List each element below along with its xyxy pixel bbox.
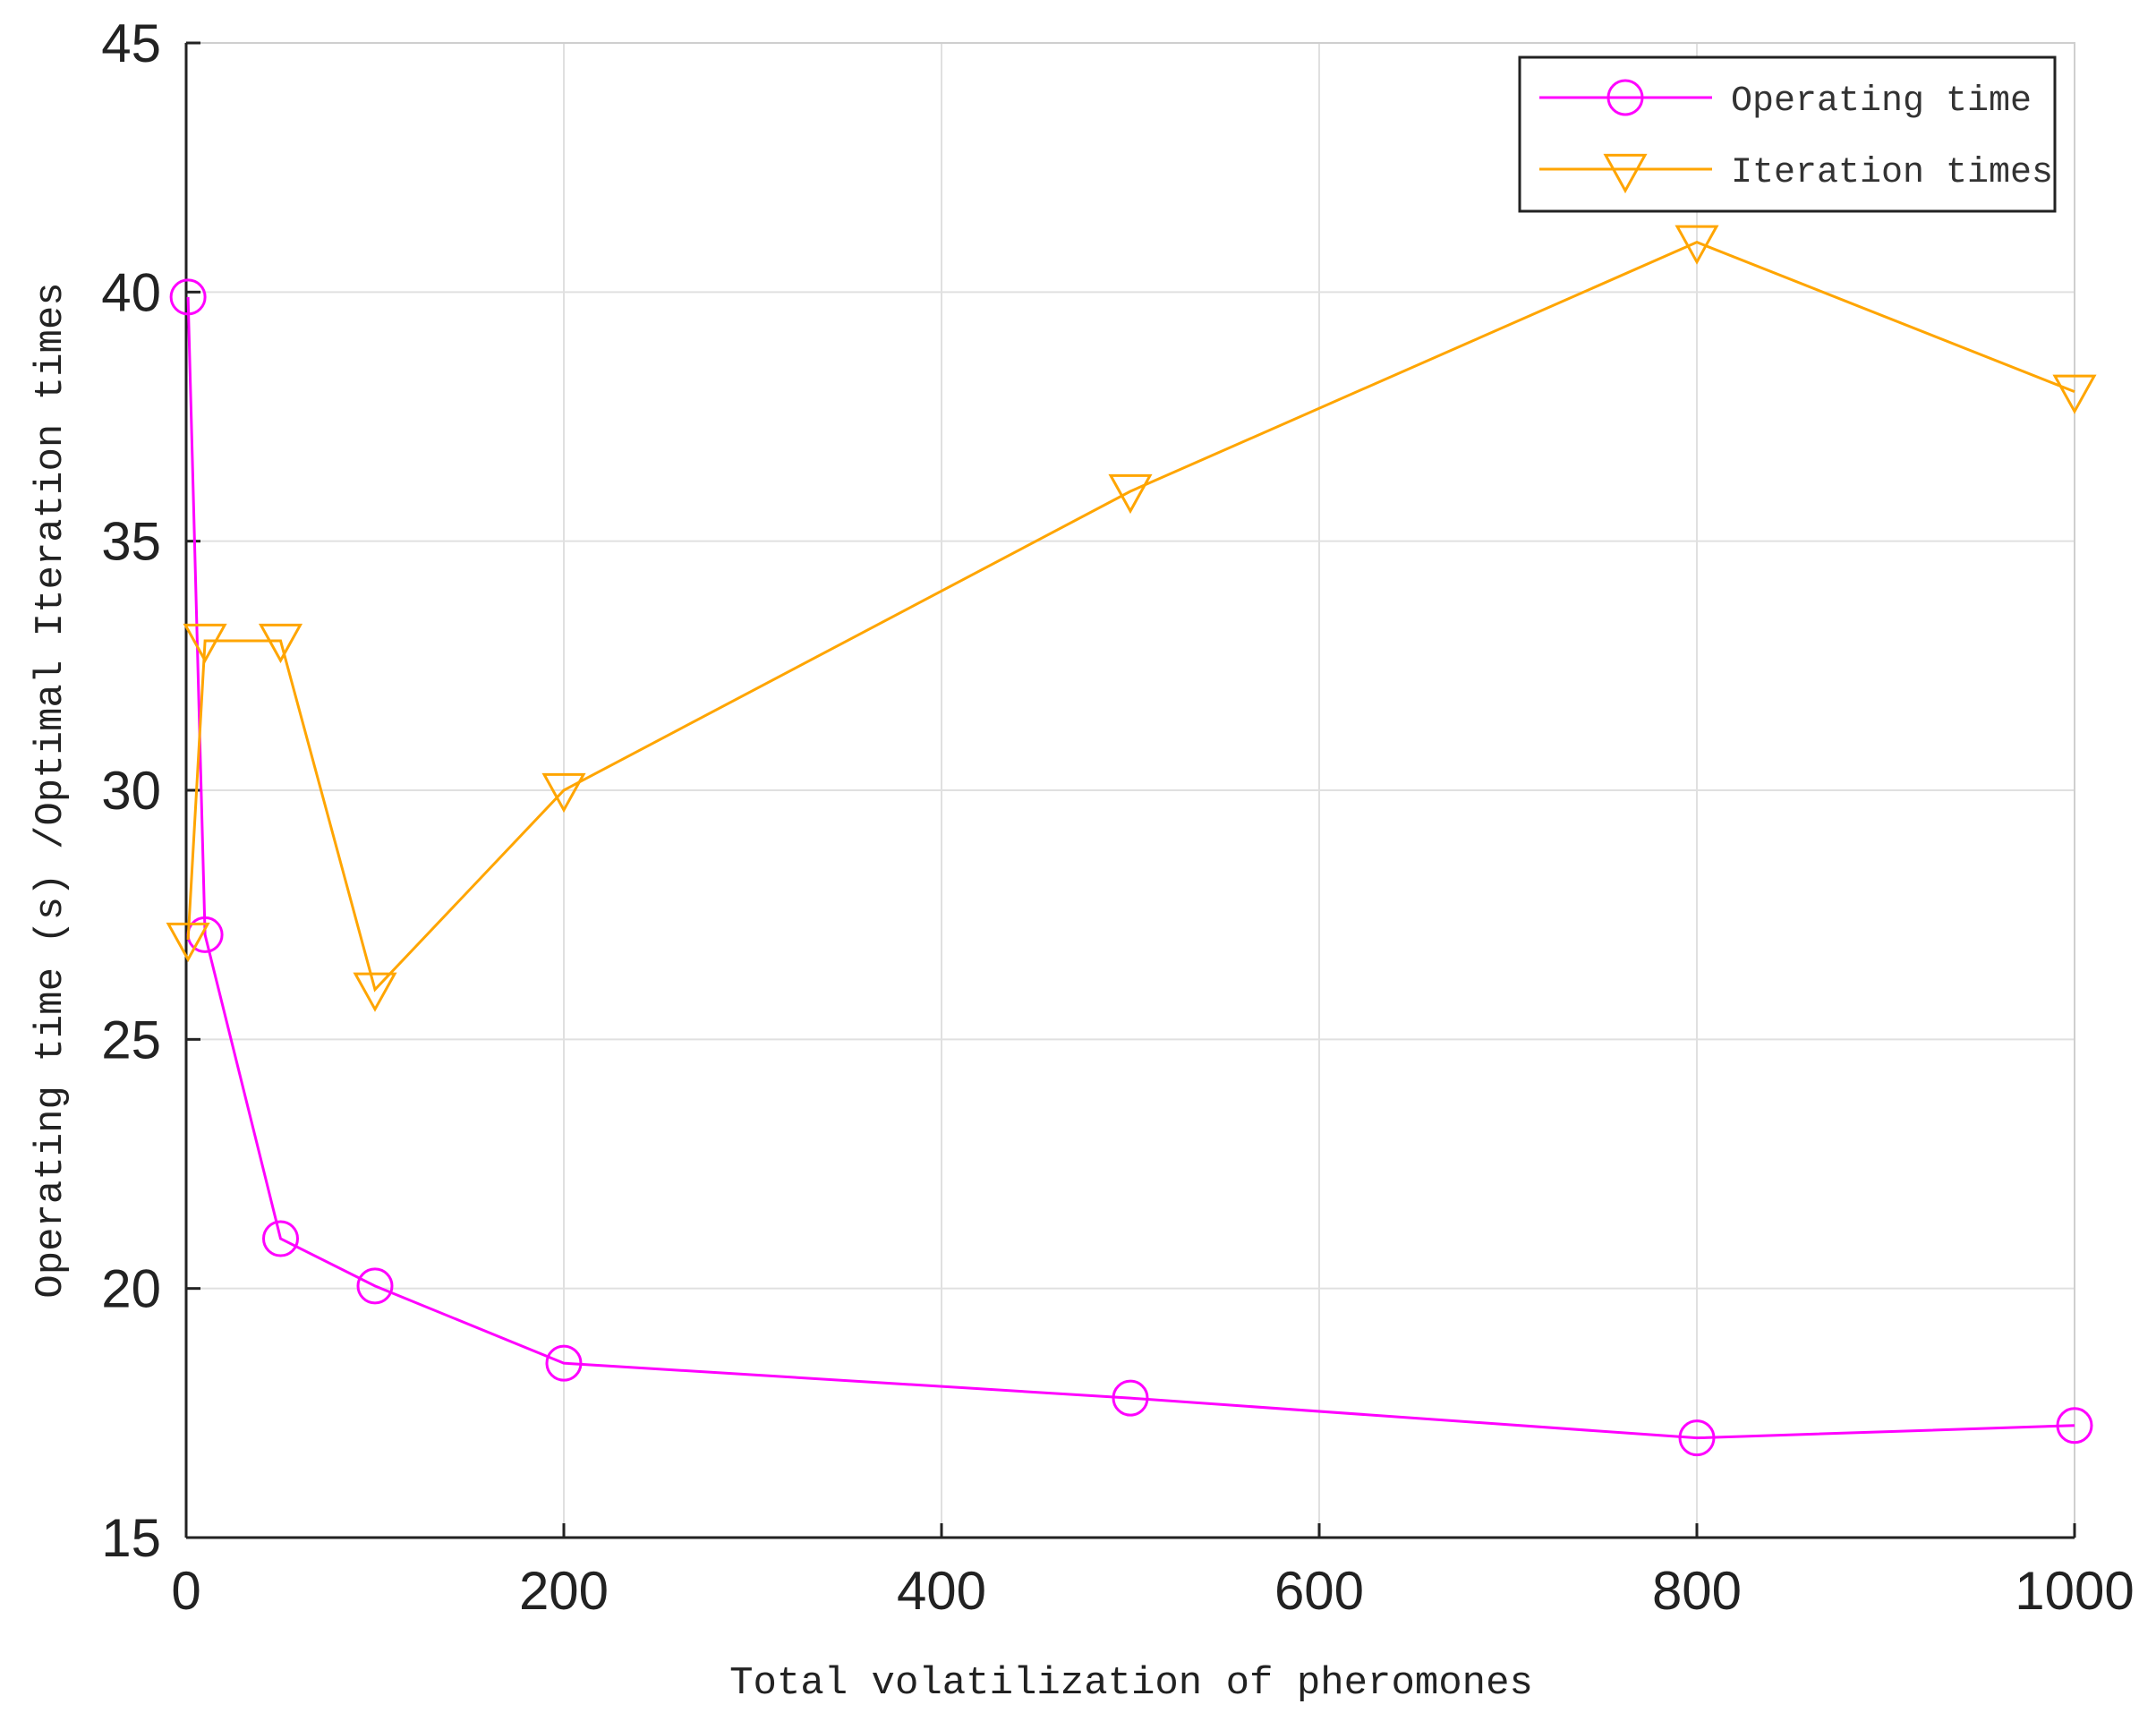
y-tick-label: 25 — [101, 1010, 161, 1070]
y-tick-label: 40 — [101, 262, 161, 322]
legend-marker-iteration-times — [1603, 153, 1648, 194]
data-point-operating-time — [169, 278, 207, 316]
data-point-operating-time — [1112, 1379, 1149, 1417]
series-layer — [166, 225, 2097, 1457]
legend-box — [1518, 55, 2057, 213]
series-iteration-times — [166, 225, 2097, 1012]
data-point-iteration-times — [541, 772, 586, 814]
legend-marker-operating-time — [1606, 79, 1644, 116]
data-point-iteration-times — [2052, 374, 2097, 414]
y-tick-label: 30 — [101, 761, 161, 821]
data-point-iteration-times — [183, 623, 227, 664]
data-point-operating-time — [262, 1220, 299, 1257]
data-point-operating-time — [1678, 1419, 1716, 1457]
x-tick-label: 0 — [171, 1561, 200, 1621]
y-tick-label: 15 — [101, 1508, 161, 1568]
data-point-iteration-times — [353, 972, 397, 1012]
x-tick-label: 600 — [1274, 1561, 1364, 1621]
data-point-operating-time — [356, 1267, 394, 1305]
y-tick-label: 45 — [101, 13, 161, 73]
x-tick-label: 1000 — [2015, 1561, 2134, 1621]
series-line-iteration-times — [186, 241, 2075, 993]
x-tick-label: 800 — [1652, 1561, 1742, 1621]
data-point-iteration-times — [258, 623, 303, 664]
x-axis-title: Total volatilization of pheromones — [729, 1661, 1533, 1706]
legend: Operating time Iteration times — [1518, 55, 2057, 213]
data-point-iteration-times — [1675, 225, 1719, 265]
data-point-operating-time — [2056, 1407, 2093, 1445]
axes: 0 200 400 600 800 1000 15 20 25 30 35 40 45 — [101, 13, 2134, 1621]
data-point-iteration-times — [166, 922, 210, 963]
series-line-operating-time — [186, 296, 2075, 1440]
x-tick-label: 400 — [897, 1561, 986, 1621]
legend-label-operating-time: Operating time — [1731, 81, 2032, 122]
y-tick-label: 20 — [101, 1259, 161, 1319]
y-axis-title: Operating time (s) /Optimal Iteration ti… — [29, 282, 73, 1298]
series-operating-time — [169, 278, 2093, 1457]
data-point-iteration-times — [1108, 473, 1153, 515]
data-point-operating-time — [545, 1344, 583, 1382]
y-tick-label: 35 — [101, 512, 161, 572]
legend-label-iteration-times: Iteration times — [1731, 153, 2053, 193]
x-tick-label: 200 — [519, 1561, 609, 1621]
